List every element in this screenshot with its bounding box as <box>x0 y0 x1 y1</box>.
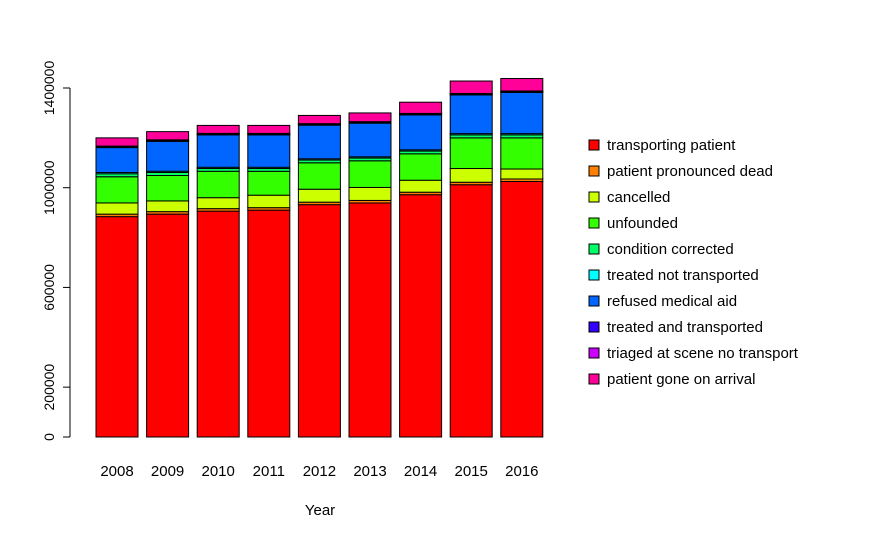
bar-segment <box>146 200 190 213</box>
bar-segment <box>297 204 341 438</box>
bar-segment <box>348 202 392 438</box>
bar-segment <box>449 137 493 170</box>
bar-segment <box>95 176 139 204</box>
bar-segment <box>399 114 443 151</box>
bar-segment <box>196 124 240 134</box>
bar-segment <box>297 188 341 203</box>
legend-label: treated not transported <box>607 267 759 284</box>
bar-segment <box>449 80 493 94</box>
y-tick-label: 0 <box>41 433 57 441</box>
legend-label: patient gone on arrival <box>607 371 755 388</box>
y-tick-label: 600000 <box>41 264 57 311</box>
legend-swatch <box>588 295 600 307</box>
legend-swatch <box>588 373 600 385</box>
legend-label: triaged at scene no transport <box>607 345 799 362</box>
bar-segment <box>297 114 341 125</box>
legend-swatch <box>588 191 600 203</box>
bar-segment <box>500 137 544 170</box>
legend-swatch <box>588 243 600 255</box>
legend-label: cancelled <box>607 189 670 206</box>
bar-segment <box>247 134 291 168</box>
bar-segment <box>196 197 240 210</box>
bar-segment <box>399 101 443 114</box>
bar-segment <box>247 170 291 196</box>
bar-segment <box>348 160 392 188</box>
bar-segment <box>196 210 240 438</box>
bar-segment <box>348 186 392 201</box>
legend-label: transporting patient <box>607 137 736 154</box>
bar-segment <box>247 209 291 438</box>
legend: transporting patient patient pronounced d… <box>588 137 799 388</box>
bar-segment <box>95 137 139 147</box>
legend-swatch <box>588 139 600 151</box>
legend-label: condition corrected <box>607 241 734 258</box>
x-tick-label: 2016 <box>505 463 538 480</box>
x-tick-label: 2010 <box>202 463 235 480</box>
legend-label: treated and transported <box>607 319 763 336</box>
y-tick-label: 200000 <box>41 364 57 411</box>
x-tick-label: 2015 <box>455 463 488 480</box>
x-tick-label: 2008 <box>100 463 133 480</box>
bar-segment <box>500 168 544 180</box>
bars <box>95 78 544 438</box>
bar-segment <box>500 91 544 135</box>
bar-segment <box>399 194 443 438</box>
legend-swatch <box>588 217 600 229</box>
y-tick-label: 1000000 <box>41 160 57 215</box>
bar-segment <box>146 140 190 172</box>
bar-segment <box>297 162 341 190</box>
bar-segment <box>146 131 190 141</box>
x-axis-title: Year <box>305 502 335 519</box>
bar-segment <box>449 94 493 135</box>
bar-segment <box>399 179 443 193</box>
bar-segment <box>297 124 341 160</box>
bar-segment <box>449 184 493 438</box>
bar-segment <box>500 180 544 438</box>
legend-swatch <box>588 269 600 281</box>
legend-label: patient pronounced dead <box>607 163 773 180</box>
bar-segment <box>247 194 291 209</box>
bar-segment <box>399 153 443 181</box>
x-tick-label: 2009 <box>151 463 184 480</box>
x-tick-label: 2011 <box>253 463 285 480</box>
bar-segment <box>95 216 139 438</box>
bar-segment <box>196 170 240 199</box>
legend-label: unfounded <box>607 215 678 232</box>
bar-segment <box>449 168 493 183</box>
legend-swatch <box>588 165 600 177</box>
bar-segment <box>348 122 392 158</box>
legend-swatch <box>588 347 600 359</box>
x-axis: 2008 2009 2010 2011 2012 2013 2014 2015 2016 <box>100 463 538 480</box>
bar-segment <box>95 202 139 215</box>
bar-segment <box>348 112 392 123</box>
bar-segment <box>146 213 190 438</box>
bar-segment <box>500 78 544 92</box>
bar-segment <box>95 147 139 174</box>
bar-segment <box>247 124 291 134</box>
legend-swatch <box>588 321 600 333</box>
x-tick-label: 2014 <box>404 463 437 480</box>
x-tick-label: 2012 <box>303 463 336 480</box>
bar-segment <box>196 134 240 168</box>
legend-label: refused medical aid <box>607 293 737 310</box>
bar-segment <box>146 174 190 202</box>
y-tick-label: 1400000 <box>41 61 57 116</box>
y-axis: 0 200000 600000 1000000 1400000 <box>41 61 71 441</box>
x-tick-label: 2013 <box>353 463 386 480</box>
